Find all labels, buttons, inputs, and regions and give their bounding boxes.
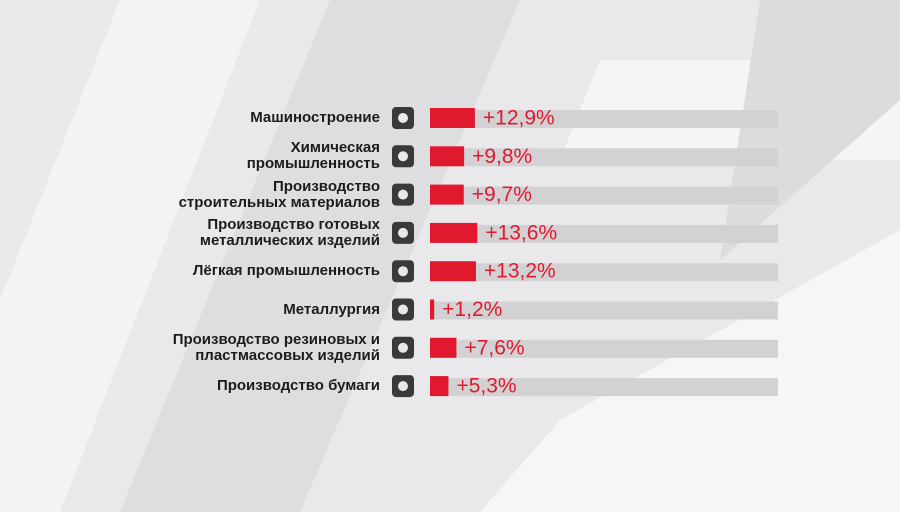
- icon-detail: [398, 381, 408, 392]
- icon-detail: [398, 266, 408, 277]
- value-label: +9,8%: [472, 145, 532, 168]
- category-label: Производство резиновых и пластмассовых и…: [172, 330, 380, 364]
- icon-detail: [398, 189, 408, 200]
- bar-track: [430, 148, 778, 167]
- icon-detail: [398, 227, 408, 238]
- value-label: +12,9%: [483, 107, 555, 130]
- value-label: +13,6%: [485, 221, 557, 244]
- category-label: Производство готовых металлических издел…: [199, 215, 380, 249]
- bar: [430, 299, 435, 320]
- bar: [430, 376, 449, 397]
- bg-shape: [480, 230, 900, 512]
- value-label: +1,2%: [442, 298, 502, 321]
- icon-detail: [398, 342, 408, 353]
- value-label: +7,6%: [464, 336, 524, 359]
- bar-track: [430, 339, 778, 358]
- value-label: +5,3%: [456, 375, 516, 398]
- bar: [430, 108, 475, 128]
- bar-track: [430, 110, 778, 128]
- icon-detail: [398, 151, 408, 162]
- bar: [430, 184, 464, 205]
- bar: [430, 222, 478, 243]
- bar-track: [430, 301, 778, 320]
- bar: [430, 146, 465, 167]
- bar-track: [430, 224, 778, 243]
- icon-detail: [398, 304, 408, 315]
- category-label: Металлургия: [283, 300, 380, 318]
- bar-track: [430, 186, 778, 205]
- value-label: +9,7%: [472, 183, 532, 206]
- bg-shape: [0, 0, 260, 512]
- bar: [430, 261, 476, 282]
- category-label: Производство строительных материалов: [178, 177, 380, 211]
- icon-detail: [398, 113, 408, 123]
- category-label: Машиностроение: [250, 109, 380, 126]
- bg-shape: [120, 0, 520, 512]
- bar: [430, 337, 457, 358]
- bar-track: [430, 263, 778, 282]
- category-label: Лёгкая промышленность: [192, 262, 380, 280]
- bar-track: [430, 378, 778, 397]
- category-label: Химическая промышленность: [246, 139, 380, 173]
- category-label: Производство бумаги: [216, 377, 380, 395]
- value-label: +13,2%: [484, 260, 556, 283]
